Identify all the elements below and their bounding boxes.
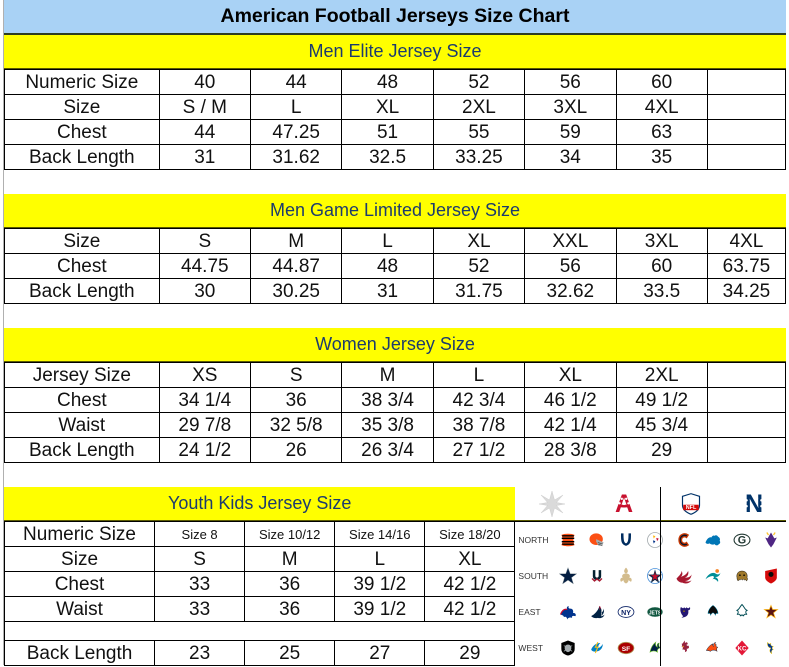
svg-text:NY: NY bbox=[621, 609, 631, 617]
svg-text:NFL: NFL bbox=[686, 505, 697, 511]
svg-text:SF: SF bbox=[622, 646, 631, 653]
svg-text:N: N bbox=[745, 490, 763, 518]
svg-text:KC: KC bbox=[738, 646, 748, 653]
svg-text:G: G bbox=[738, 534, 746, 546]
